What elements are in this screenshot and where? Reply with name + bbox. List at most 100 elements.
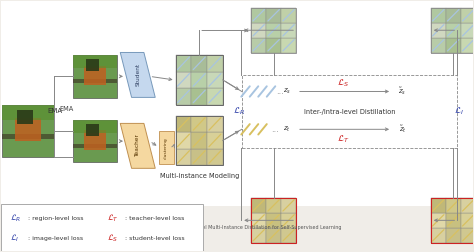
Polygon shape — [120, 52, 155, 97]
Bar — [251, 213, 266, 228]
Bar — [207, 132, 223, 149]
Bar — [266, 38, 281, 53]
Text: : image-level loss: : image-level loss — [28, 236, 83, 241]
Bar — [86, 124, 100, 136]
Text: $\mathcal{L}_T$: $\mathcal{L}_T$ — [107, 212, 119, 224]
Bar — [175, 132, 191, 149]
Text: : region-level loss: : region-level loss — [28, 216, 83, 221]
Text: Fig. 1. Figure from Cross-Level Multi-Instance Distillation for Self-Supervised : Fig. 1. Figure from Cross-Level Multi-In… — [133, 225, 341, 230]
Bar — [207, 55, 223, 72]
Bar — [431, 213, 446, 228]
Bar — [431, 198, 446, 213]
Bar — [446, 8, 461, 23]
Bar — [175, 116, 191, 132]
FancyBboxPatch shape — [1, 204, 203, 251]
Bar — [446, 38, 461, 53]
Bar — [86, 59, 100, 71]
Bar — [73, 55, 118, 68]
Bar — [84, 131, 106, 150]
Bar — [446, 213, 461, 228]
Bar — [446, 228, 461, 243]
Bar — [73, 79, 118, 83]
Text: ...: ... — [276, 87, 284, 96]
Bar — [266, 198, 281, 213]
Bar — [191, 149, 207, 165]
Bar — [251, 23, 266, 38]
Bar — [281, 198, 296, 213]
Bar — [191, 132, 207, 149]
Text: $\mathcal{L}_T$: $\mathcal{L}_T$ — [337, 133, 350, 144]
Bar — [175, 55, 223, 105]
Bar — [266, 228, 281, 243]
Bar — [73, 120, 118, 133]
Bar — [175, 55, 191, 72]
Bar — [207, 88, 223, 105]
Bar — [1, 134, 54, 139]
Bar — [266, 213, 281, 228]
Bar — [251, 8, 296, 53]
Text: : student-level loss: : student-level loss — [125, 236, 184, 241]
Bar — [266, 23, 281, 38]
Bar — [175, 116, 223, 165]
Bar — [175, 72, 191, 88]
Bar — [175, 88, 191, 105]
Bar — [281, 228, 296, 243]
Text: $z_s$: $z_s$ — [283, 87, 291, 96]
Text: ...: ... — [271, 125, 279, 134]
FancyBboxPatch shape — [158, 131, 173, 164]
Text: $\mathcal{L}_I$: $\mathcal{L}_I$ — [454, 105, 464, 117]
Text: $z_t$: $z_t$ — [283, 125, 291, 134]
Bar — [431, 38, 446, 53]
Bar — [431, 198, 474, 243]
Text: : teacher-level loss: : teacher-level loss — [125, 216, 184, 221]
Polygon shape — [120, 123, 155, 168]
Text: EMA: EMA — [60, 106, 74, 112]
Bar — [431, 23, 446, 38]
Bar — [431, 8, 474, 53]
Bar — [461, 8, 474, 23]
Bar — [461, 228, 474, 243]
Text: clustering: clustering — [164, 137, 168, 159]
Bar — [207, 72, 223, 88]
Text: $\tilde{z}_t$: $\tilde{z}_t$ — [399, 123, 406, 135]
Bar — [431, 8, 446, 23]
Bar — [207, 116, 223, 132]
Text: Inter-/Intra-level Distillation: Inter-/Intra-level Distillation — [304, 109, 395, 115]
Bar — [84, 66, 106, 85]
Bar — [251, 198, 296, 243]
Text: $\tilde{z}_s$: $\tilde{z}_s$ — [398, 86, 407, 97]
Text: Multi-instance Modeling: Multi-instance Modeling — [160, 173, 239, 179]
Bar — [281, 23, 296, 38]
Text: $\mathcal{L}_S$: $\mathcal{L}_S$ — [337, 78, 349, 89]
Bar — [73, 120, 118, 162]
Bar — [461, 23, 474, 38]
Text: Teacher: Teacher — [135, 134, 140, 157]
Bar — [207, 149, 223, 165]
Text: $\mathcal{L}_I$: $\mathcal{L}_I$ — [10, 233, 19, 244]
Bar — [446, 198, 461, 213]
Text: $\mathcal{L}_S$: $\mathcal{L}_S$ — [107, 233, 118, 244]
Bar — [0, 1, 474, 206]
Bar — [266, 8, 281, 23]
Text: Student: Student — [135, 63, 140, 86]
Bar — [461, 213, 474, 228]
Text: $\mathcal{L}_R$: $\mathcal{L}_R$ — [10, 212, 22, 224]
Bar — [251, 198, 266, 213]
Bar — [73, 144, 118, 147]
Text: EMA: EMA — [47, 108, 63, 114]
Bar — [281, 213, 296, 228]
Bar — [251, 8, 266, 23]
Bar — [191, 55, 207, 72]
Bar — [281, 8, 296, 23]
Bar — [446, 23, 461, 38]
Bar — [1, 105, 54, 120]
Bar — [461, 198, 474, 213]
Bar — [251, 228, 266, 243]
Bar — [1, 105, 54, 157]
Bar — [461, 38, 474, 53]
Bar — [242, 75, 457, 148]
Bar — [281, 38, 296, 53]
Bar — [17, 110, 33, 124]
Text: $\mathcal{L}_R$: $\mathcal{L}_R$ — [233, 105, 246, 117]
Bar — [175, 149, 191, 165]
